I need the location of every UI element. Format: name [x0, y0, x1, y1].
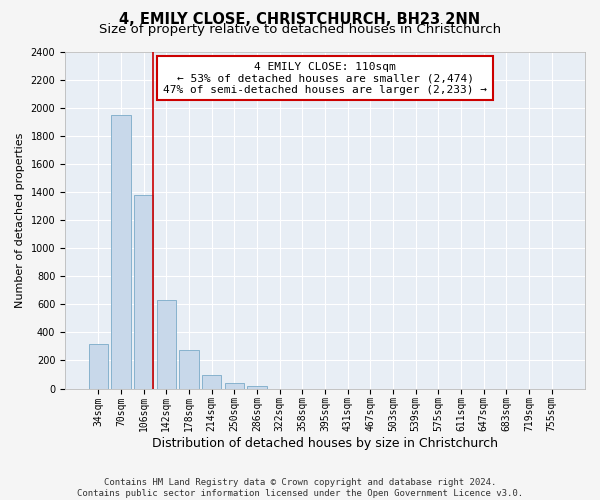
Bar — [224, 383, 244, 388]
Bar — [89, 344, 108, 388]
Bar — [179, 350, 199, 389]
Text: 4 EMILY CLOSE: 110sqm
← 53% of detached houses are smaller (2,474)
47% of semi-d: 4 EMILY CLOSE: 110sqm ← 53% of detached … — [163, 62, 487, 95]
Text: Size of property relative to detached houses in Christchurch: Size of property relative to detached ho… — [99, 22, 501, 36]
Bar — [202, 375, 221, 388]
X-axis label: Distribution of detached houses by size in Christchurch: Distribution of detached houses by size … — [152, 437, 498, 450]
Y-axis label: Number of detached properties: Number of detached properties — [15, 132, 25, 308]
Bar — [134, 194, 153, 388]
Bar — [247, 386, 266, 388]
Text: 4, EMILY CLOSE, CHRISTCHURCH, BH23 2NN: 4, EMILY CLOSE, CHRISTCHURCH, BH23 2NN — [119, 12, 481, 28]
Bar — [157, 300, 176, 388]
Text: Contains HM Land Registry data © Crown copyright and database right 2024.
Contai: Contains HM Land Registry data © Crown c… — [77, 478, 523, 498]
Bar — [112, 114, 131, 388]
